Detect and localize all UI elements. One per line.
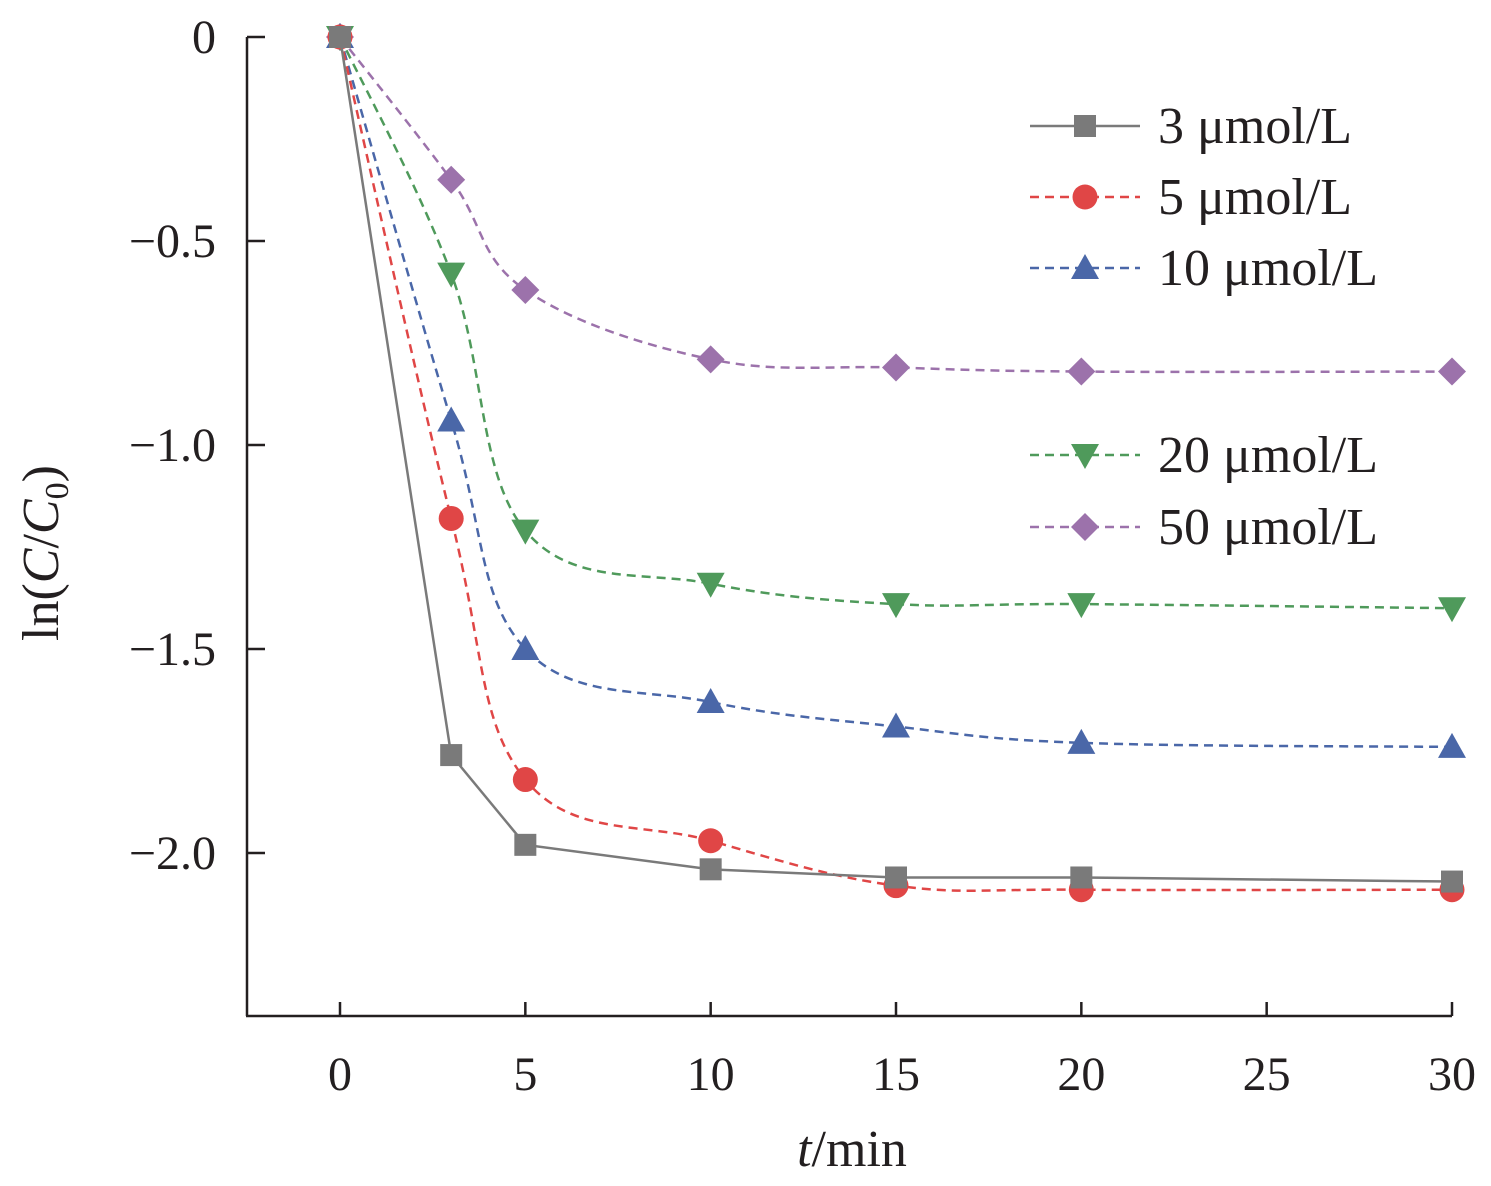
x-axis-title: t/min: [797, 1121, 907, 1178]
legend-marker: [1074, 115, 1096, 137]
y-tick-label: −2.0: [129, 827, 216, 880]
legend-marker: [1072, 184, 1098, 210]
data-point: [696, 572, 725, 598]
legend: 3 μmol/L 5 μmol/L 10 μmol/L 20 μmol/L 50 μmo…: [1030, 98, 1378, 556]
data-point: [1070, 866, 1093, 889]
series-0: [329, 26, 1463, 893]
x-tick-label: 15: [872, 1048, 920, 1101]
data-point: [1067, 728, 1096, 754]
data-point: [511, 635, 540, 660]
legend-label: 5 μmol/L: [1158, 169, 1352, 226]
legend-label: 20 μmol/L: [1158, 427, 1378, 484]
legend-label: 50 μmol/L: [1158, 499, 1378, 556]
legend-label: 3 μmol/L: [1158, 98, 1352, 155]
data-point: [514, 833, 537, 856]
data-point: [329, 26, 351, 48]
series-layer: [326, 23, 1466, 903]
y-axis-title: ln(C/C0): [13, 465, 76, 641]
legend-marker: [1071, 513, 1099, 541]
data-point: [437, 406, 466, 432]
x-tick-label: 5: [513, 1048, 537, 1101]
legend-item: 50 μmol/L: [1030, 499, 1378, 556]
data-point: [882, 712, 910, 738]
y-tick-label: −0.5: [129, 215, 216, 268]
data-point: [437, 165, 466, 194]
y-tick-label: 0: [192, 11, 216, 64]
legend-item: 3 μmol/L: [1030, 98, 1352, 155]
data-point: [1438, 357, 1466, 386]
legend-label: 10 μmol/L: [1158, 240, 1378, 297]
x-tick-label: 10: [687, 1048, 735, 1101]
legend-item: 20 μmol/L: [1030, 427, 1378, 484]
series-line: [338, 36, 1453, 892]
legend-marker: [1071, 444, 1099, 469]
data-point: [437, 262, 466, 288]
data-point: [698, 828, 724, 854]
x-tick-label: 25: [1243, 1048, 1291, 1101]
data-point: [696, 345, 725, 374]
data-point: [699, 858, 722, 881]
data-point: [1067, 357, 1096, 386]
legend-item: 5 μmol/L: [1030, 169, 1352, 226]
x-ticks: 0 5 10 15 20 25 30: [328, 1002, 1476, 1101]
data-point: [1438, 732, 1466, 758]
x-tick-label: 0: [328, 1048, 352, 1101]
x-tick-label: 30: [1428, 1048, 1476, 1101]
data-point: [1438, 597, 1466, 623]
data-point: [882, 353, 910, 382]
data-point: [511, 275, 540, 304]
data-point: [512, 767, 538, 793]
data-point: [696, 688, 725, 714]
data-point: [1441, 870, 1463, 893]
y-ticks: 0 −0.5 −1.0 −1.5 −2.0: [129, 11, 265, 880]
data-point: [438, 505, 464, 531]
data-point: [440, 744, 463, 767]
y-tick-label: −1.5: [129, 623, 216, 676]
x-tick-label: 20: [1057, 1048, 1105, 1101]
data-point: [885, 866, 907, 889]
data-point: [882, 593, 910, 619]
legend-item: 10 μmol/L: [1030, 240, 1378, 297]
data-point: [1067, 593, 1096, 619]
data-point: [511, 519, 540, 545]
series-2: [326, 23, 1466, 758]
y-tick-label: −1.0: [129, 419, 216, 472]
legend-marker: [1071, 254, 1099, 279]
